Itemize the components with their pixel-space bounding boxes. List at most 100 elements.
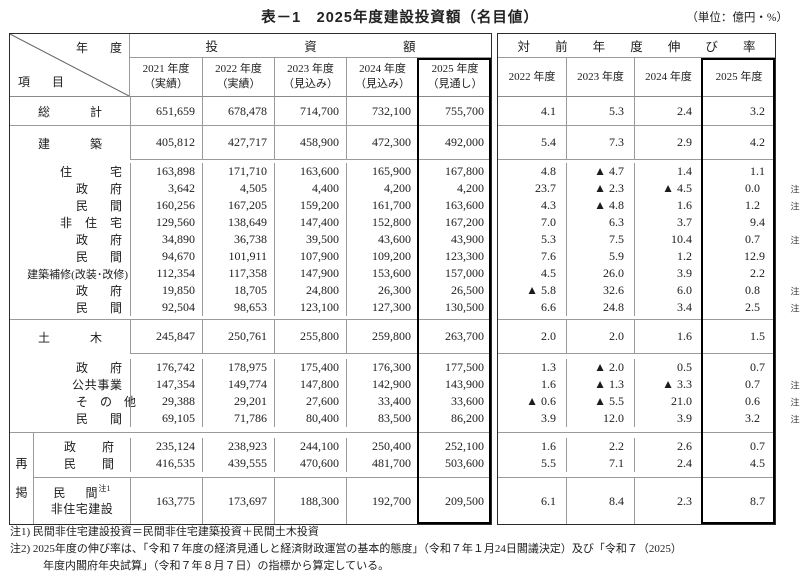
investment-cell: 147,354 [130, 376, 202, 393]
year-status: （実績） [216, 78, 261, 90]
investment-group-header: 投 資 額 [130, 34, 491, 58]
row-label: 政 府 [76, 284, 122, 298]
investment-cell: 147,900 [274, 265, 346, 282]
year-label: 2025 年度 [715, 70, 763, 83]
diagonal-line [10, 34, 129, 96]
footnote-2: 注2) 2025年度の伸び率は、「令和７年度の経済見通しと経済財政運営の基本的態… [10, 543, 682, 556]
row-label: 民 間 [76, 250, 122, 264]
row-label-cell: そ の 他 [10, 393, 137, 410]
growth-cell: 3.9 [541, 411, 556, 425]
row-label-lines: 民 間注1 非住宅建設 [34, 484, 130, 517]
row-label-line1: 民 間注1 [34, 484, 130, 502]
growth-cell: 8.7 [702, 478, 775, 524]
row-label: 民 間 [76, 199, 122, 213]
growth-cell: 5.4 [498, 126, 566, 160]
year-label: 2021 年度 [142, 63, 190, 76]
investment-table-header: 年 度 項 目 投 資 額 2021 年度 （実績） 2022 年度 （実績） 2023… [10, 34, 491, 97]
investment-cell: 29,388 [130, 393, 202, 410]
investment-cell: 160,256 [130, 197, 202, 214]
table-row: 7.0 6.3 3.7 9.4 [498, 214, 775, 231]
unit-label: （単位：億円・%） [686, 12, 788, 24]
row-label-cell: 土 木 [10, 320, 130, 354]
table-row: 7.6 5.9 1.2 12.9 [498, 248, 775, 265]
growth-cell: 7.3 [566, 126, 634, 160]
investment-cell: 458,900 [274, 126, 346, 160]
row-label: そ の 他 [76, 395, 137, 409]
year-header-cell: 2025 年度 [702, 58, 775, 96]
investment-cell: 109,200 [346, 248, 418, 265]
row-label-cell: 建築補修(改装･改修) [10, 265, 130, 282]
investment-cell: 176,300 [346, 359, 418, 376]
growth-cell: 8.4 [566, 478, 634, 524]
growth-cell: 4.2 [702, 126, 775, 160]
table-row: 4.3 ▲ 4.81.61.2 注2 [498, 197, 800, 214]
row-label: 政 府 [76, 233, 122, 247]
growth-cell: ▲ 3.3 [634, 376, 702, 393]
growth-cell: 5.3 [566, 97, 634, 125]
note2-ref: 注2 [790, 235, 800, 245]
table-row: 5.5 7.1 2.4 4.5 [498, 455, 775, 472]
investment-cell: 123,100 [274, 299, 346, 316]
investment-cell: 26,500 [418, 282, 491, 299]
growth-cell: 3.4 [634, 299, 702, 316]
investment-cell: 176,742 [130, 359, 202, 376]
table-row: 政 府 176,742 178,975 175,400 176,300 177,500 [10, 359, 491, 376]
growth-cell: 2.0 [566, 320, 634, 354]
row-label-cell: 民 間 [34, 455, 130, 472]
growth-cell: 4.3 [541, 198, 556, 212]
growth-cell: 23.7 [535, 181, 556, 195]
table-row: 政 府 34,890 36,738 39,500 43,600 43,900 [10, 231, 491, 248]
table-row: 2.0 2.0 1.6 1.5 [498, 320, 775, 354]
saikei-main: 政 府 235,124 238,923 244,100 250,400 252,100 民 … [34, 433, 491, 524]
investment-cell: 481,700 [346, 455, 418, 472]
growth-cell: 4.1 [541, 103, 556, 118]
note2-ref: 注2 [790, 286, 800, 296]
growth-cell: ▲ 5.5 [566, 393, 634, 410]
investment-cell: 470,600 [274, 455, 346, 472]
investment-cell: 152,800 [346, 214, 418, 231]
growth-cell: 2.4 [634, 455, 702, 472]
row-label: 公共事業 [72, 378, 122, 392]
growth-cell: 2.2 [566, 438, 634, 455]
growth-cell: 7.0 [541, 215, 556, 229]
growth-cell: ▲ 2.0 [566, 359, 634, 376]
section: 4.1 5.3 2.4 3.2 [498, 97, 775, 125]
table-row: 4.1 5.3 2.4 3.2 [498, 97, 775, 125]
year-header-cell: 2022 年度 [498, 58, 566, 96]
footnotes: 注1) 民間非住宅建設投資＝民間非住宅建築投資＋民間土木投資 注2) 2025年… [10, 524, 796, 575]
year-header-cell: 2022 年度 （実績） [202, 58, 274, 96]
investment-cell: 147,400 [274, 214, 346, 231]
investment-cell: 3,642 [130, 180, 202, 197]
investment-cell: 27,600 [274, 393, 346, 410]
growth-cell: 12.9 [702, 248, 775, 265]
row-label: 民 間 [76, 412, 122, 426]
investment-cell: 159,200 [274, 197, 346, 214]
row-label-cell: 非 住 宅 [10, 214, 130, 231]
investment-cell: 651,659 [130, 97, 202, 125]
corner-cell: 年 度 項 目 [10, 34, 130, 96]
investment-cell: 107,900 [274, 248, 346, 265]
section: 建 築 405,812 427,717 458,900 472,300 492,000 住 … [10, 125, 491, 319]
growth-cell: 3.2 [702, 410, 770, 427]
note1-ref: 注1 [98, 484, 111, 494]
investment-cell: 71,786 [202, 410, 274, 427]
table-row: 3.912.03.93.2注2 [498, 410, 800, 427]
investment-cell: 153,600 [346, 265, 418, 282]
sub-rows: 1.3 ▲ 2.00.50.7 1.6 ▲ 1.3▲ 3.30.7 注2 ▲ 0.6 ▲ 5… [498, 354, 800, 432]
table-row: 住 宅 163,898 171,710 163,600 165,900 167,800 [10, 163, 491, 180]
investment-cell: 127,300 [346, 299, 418, 316]
investment-cell: 165,900 [346, 163, 418, 180]
table-row: ▲ 5.8 32.66.00.8 注2 [498, 282, 800, 299]
section: 再掲 政 府 235,124 238,923 244,100 250,400 252,100… [10, 432, 491, 524]
investment-cell: 192,700 [346, 478, 418, 524]
investment-cell: 123,300 [418, 248, 491, 265]
row-label-cell: 民 間注1 非住宅建設 [34, 478, 130, 524]
year-status: （見込み） [283, 78, 338, 90]
row-label-line2: 非住宅建設 [50, 502, 114, 516]
table-row: 民 間注1 非住宅建設 163,775 173,697 188,300 192,700 20… [34, 478, 491, 524]
growth-cell: 2.0 [498, 320, 566, 354]
growth-cell: 1.1 [702, 163, 775, 180]
table-row: 総 計 651,659 678,478 714,700 732,100 755,700 [10, 97, 491, 125]
table-row: 1.6 ▲ 1.3▲ 3.30.7 注2 [498, 376, 800, 393]
investment-cell: 39,500 [274, 231, 346, 248]
